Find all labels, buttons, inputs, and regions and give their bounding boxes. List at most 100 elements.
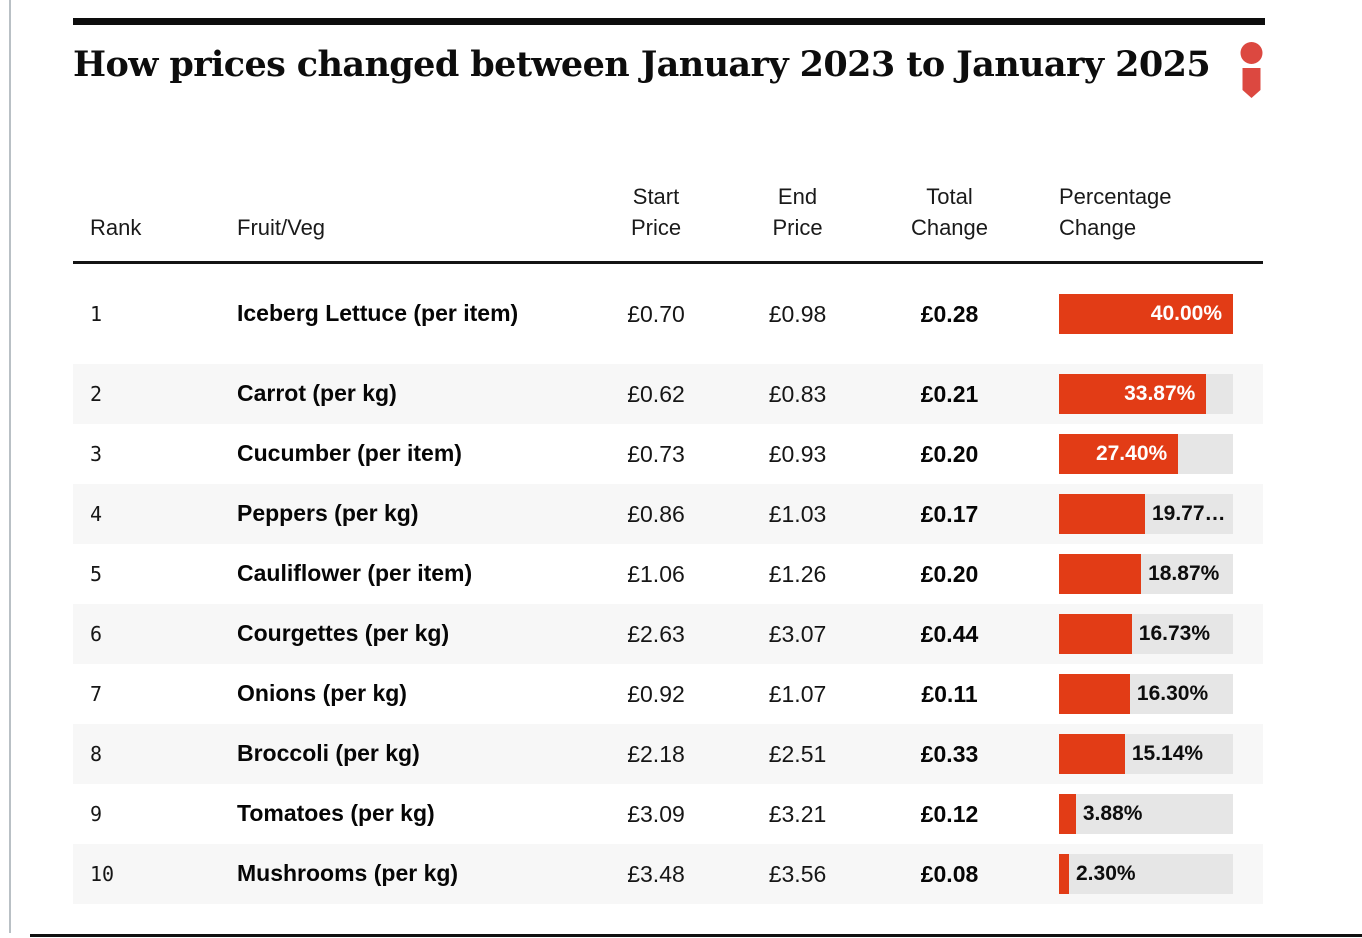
- percentage-label: 15.14%: [1131, 742, 1204, 765]
- total-change-cell: £0.20: [920, 560, 979, 587]
- total-change-cell: £0.08: [920, 860, 979, 887]
- percentage-bar-cell: 16.30%: [1059, 674, 1263, 714]
- bar-track: 16.73%: [1059, 614, 1233, 654]
- start-price-cell: £3.48: [627, 860, 685, 887]
- rank-cell: 1: [90, 302, 103, 326]
- header-fruit-veg: Fruit/Veg: [237, 215, 326, 241]
- rank-cell: 2: [90, 382, 103, 406]
- rank-cell: 5: [90, 562, 103, 586]
- bar-fill: [1059, 554, 1142, 594]
- percentage-label: 2.30%: [1076, 862, 1136, 885]
- fruit-veg-cell: Cauliflower (per item): [237, 560, 473, 587]
- fruit-veg-cell: Mushrooms (per kg): [237, 860, 459, 887]
- percentage-label: 18.87%: [1148, 562, 1220, 585]
- fruit-veg-cell: Cucumber (per item): [237, 440, 462, 467]
- rank-cell: 7: [90, 682, 103, 706]
- fruit-veg-cell: Courgettes (per kg): [237, 620, 450, 647]
- table-header-row: Rank Fruit/Veg Start Price End Price Tot…: [73, 116, 1263, 264]
- start-price-cell: £0.73: [627, 440, 685, 467]
- bar-fill: [1059, 614, 1132, 654]
- bar-fill: [1059, 794, 1076, 834]
- bar-fill: [1059, 734, 1125, 774]
- total-change-cell: £0.28: [920, 300, 979, 327]
- end-price-cell: £0.93: [768, 440, 827, 467]
- chart-container: How prices changed between January 2023 …: [73, 18, 1265, 904]
- i-news-logo-icon: [1240, 42, 1263, 98]
- page-bottom-rule: [30, 934, 1362, 937]
- percentage-bar-cell: 3.88%: [1059, 794, 1263, 834]
- percentage-label: 19.77…: [1151, 502, 1226, 525]
- bar-track: 15.14%: [1059, 734, 1233, 774]
- bar-fill: [1059, 854, 1069, 894]
- bar-fill: [1059, 494, 1145, 534]
- start-price-cell: £2.18: [627, 740, 685, 767]
- total-change-cell: £0.17: [920, 500, 979, 527]
- total-change-cell: £0.11: [921, 680, 978, 707]
- bar-track: 18.87%: [1059, 554, 1233, 594]
- percentage-bar-cell: 27.40%: [1059, 434, 1263, 474]
- rank-cell: 3: [90, 442, 103, 466]
- percentage-bar-cell: 15.14%: [1059, 734, 1263, 774]
- table-row: 9 Tomatoes (per kg) £3.09 £3.21 £0.12 3.88%: [73, 784, 1263, 844]
- start-price-cell: £0.92: [627, 680, 685, 707]
- bar-track: 19.77…: [1059, 494, 1233, 534]
- percentage-label: 40.00%: [1150, 302, 1222, 325]
- percentage-bar-cell: 16.73%: [1059, 614, 1263, 654]
- bar-fill: 40.00%: [1059, 294, 1233, 334]
- end-price-cell: £3.21: [768, 800, 827, 827]
- total-change-cell: £0.20: [920, 440, 979, 467]
- percentage-label: 16.30%: [1136, 682, 1209, 705]
- percentage-label: 27.40%: [1095, 442, 1168, 465]
- start-price-cell: £1.06: [627, 560, 685, 587]
- total-change-cell: £0.44: [920, 620, 979, 647]
- bar-fill: 27.40%: [1059, 434, 1179, 474]
- table-row: 7 Onions (per kg) £0.92 £1.07 £0.11 16.30%: [73, 664, 1263, 724]
- start-price-cell: £3.09: [627, 800, 685, 827]
- bar-track: 16.30%: [1059, 674, 1233, 714]
- percentage-bar-cell: 19.77…: [1059, 494, 1263, 534]
- bar-track: 27.40%: [1059, 434, 1233, 474]
- header-start-price: Start Price: [630, 184, 682, 241]
- table-row: 5 Cauliflower (per item) £1.06 £1.26 £0.20 18…: [73, 544, 1263, 604]
- bar-fill: [1059, 674, 1130, 714]
- total-change-cell: £0.21: [920, 380, 979, 407]
- percentage-label: 3.88%: [1082, 802, 1143, 825]
- rank-cell: 10: [90, 862, 115, 886]
- rank-cell: 4: [90, 502, 103, 526]
- table-body: 1 Iceberg Lettuce (per item) £0.70 £0.98 £0.…: [73, 264, 1263, 904]
- fruit-veg-cell: Carrot (per kg): [237, 380, 397, 407]
- table-row: 10 Mushrooms (per kg) £3.48 £3.56 £0.08 2.30%: [73, 844, 1263, 904]
- rank-cell: 8: [90, 742, 103, 766]
- fruit-veg-cell: Onions (per kg): [237, 680, 407, 707]
- fruit-veg-cell: Broccoli (per kg): [237, 740, 420, 767]
- percentage-bar-cell: 2.30%: [1059, 854, 1263, 894]
- price-table: Rank Fruit/Veg Start Price End Price Tot…: [73, 116, 1263, 904]
- total-change-cell: £0.33: [920, 740, 979, 767]
- start-price-cell: £0.86: [627, 500, 685, 527]
- table-row: 8 Broccoli (per kg) £2.18 £2.51 £0.33 15.14%: [73, 724, 1263, 784]
- table-row: 2 Carrot (per kg) £0.62 £0.83 £0.21 33.87%: [73, 364, 1263, 424]
- percentage-label: 16.73%: [1138, 622, 1210, 645]
- header-percentage-change: Percentage Change: [1059, 184, 1172, 241]
- percentage-label: 33.87%: [1124, 382, 1196, 405]
- page-left-rule: [9, 0, 11, 933]
- rank-cell: 9: [90, 802, 103, 826]
- table-row: 1 Iceberg Lettuce (per item) £0.70 £0.98 £0.…: [73, 264, 1263, 364]
- bar-fill: 33.87%: [1059, 374, 1207, 414]
- fruit-veg-cell: Tomatoes (per kg): [237, 800, 435, 827]
- end-price-cell: £2.51: [768, 740, 827, 767]
- end-price-cell: £1.03: [768, 500, 827, 527]
- percentage-bar-cell: 18.87%: [1059, 554, 1263, 594]
- end-price-cell: £3.07: [768, 620, 827, 647]
- fruit-veg-cell: Peppers (per kg): [237, 500, 419, 527]
- start-price-cell: £0.70: [627, 300, 685, 327]
- header-total-change: Total Change: [910, 184, 989, 241]
- header-end-price: End Price: [772, 184, 823, 241]
- percentage-bar-cell: 33.87%: [1059, 374, 1263, 414]
- end-price-cell: £3.56: [768, 860, 827, 887]
- bar-track: 40.00%: [1059, 294, 1233, 334]
- end-price-cell: £1.07: [768, 680, 827, 707]
- bar-track: 2.30%: [1059, 854, 1233, 894]
- start-price-cell: £0.62: [627, 380, 685, 407]
- percentage-bar-cell: 40.00%: [1059, 294, 1263, 334]
